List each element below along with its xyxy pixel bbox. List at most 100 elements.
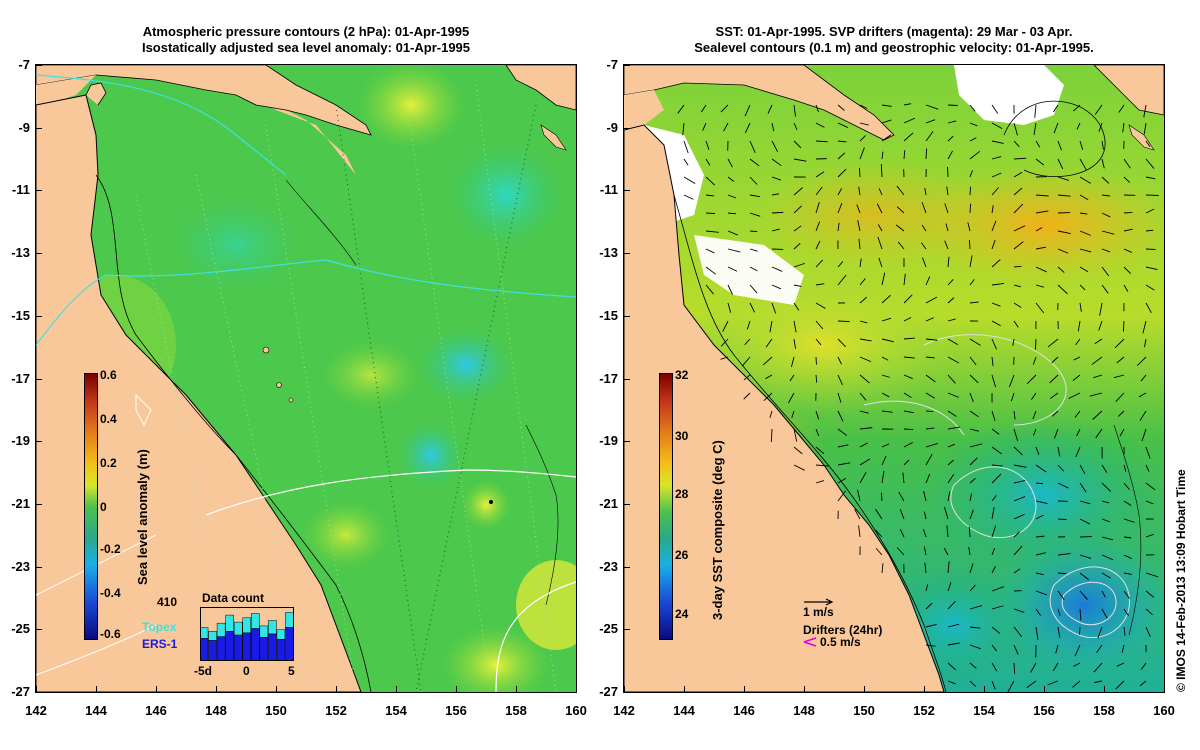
velocity-arrow (1136, 356, 1147, 366)
velocity-arrow (923, 546, 927, 556)
velocity-arrow (991, 626, 1001, 634)
velocity-arrow (991, 187, 999, 196)
velocity-arrow (1047, 338, 1059, 348)
velocity-arrow (903, 117, 916, 124)
velocity-arrow (815, 259, 823, 268)
velocity-arrow (1142, 320, 1147, 334)
velocity-arrow (1101, 500, 1110, 504)
velocity-arrow (1013, 284, 1021, 288)
velocity-arrow (1145, 229, 1154, 232)
velocity-arrow (1079, 176, 1091, 184)
velocity-arrow (771, 176, 781, 181)
velocity-arrow (1093, 662, 1103, 673)
velocity-arrow (1013, 626, 1023, 638)
velocity-arrow (1013, 480, 1026, 484)
velocity-arrow (969, 186, 972, 196)
velocity-arrow (925, 276, 931, 286)
velocity-arrow (947, 426, 961, 430)
velocity-arrow (881, 338, 895, 343)
velocity-arrow (1013, 241, 1024, 250)
velocity-arrow (1013, 302, 1022, 308)
velocity-arrow (859, 147, 865, 160)
velocity-arrow (837, 222, 840, 232)
velocity-arrow (925, 443, 938, 448)
velocity-arrow (677, 104, 685, 114)
left-colorbar-tick-4: -0.2 (100, 542, 121, 556)
inset-xtick-0: -5d (194, 664, 212, 678)
velocity-arrow (1101, 464, 1108, 473)
velocity-arrow (1123, 518, 1135, 523)
velocity-arrow (1079, 302, 1082, 312)
velocity-arrow (771, 158, 782, 167)
velocity-arrow (925, 584, 929, 592)
velocity-arrow (1035, 626, 1039, 640)
velocity-arrow (815, 104, 819, 113)
velocity-arrow (1098, 320, 1103, 331)
velocity-arrow (925, 602, 933, 610)
velocity-arrow (925, 624, 937, 628)
velocity-arrow (793, 225, 802, 232)
velocity-arrow (1033, 122, 1037, 136)
velocity-arrow (705, 158, 711, 166)
left-y-tick-label: -9 (18, 119, 30, 135)
velocity-arrow (1032, 356, 1037, 365)
velocity-arrow (837, 490, 846, 502)
velocity-arrow (1079, 248, 1092, 253)
velocity-arrow (947, 279, 954, 286)
velocity-arrow (877, 224, 883, 232)
velocity-arrow (1145, 284, 1155, 291)
velocity-arrow (837, 428, 848, 436)
velocity-arrow (947, 410, 957, 417)
velocity-arrow (903, 441, 914, 448)
velocity-arrow (815, 480, 825, 484)
velocity-arrow (1089, 392, 1103, 397)
velocity-arrow (947, 642, 960, 646)
velocity-arrow (856, 204, 861, 214)
velocity-arrow (878, 257, 883, 268)
velocity-arrow (969, 392, 974, 402)
left-x-tick-mark (276, 686, 277, 692)
velocity-arrow (788, 392, 795, 404)
velocity-arrow (1123, 572, 1133, 575)
velocity-arrow (749, 266, 758, 272)
right-colorbar-tick-0: 32 (675, 368, 689, 382)
velocity-arrow (969, 428, 979, 432)
right-x-tick-mark (684, 686, 685, 692)
velocity-arrow (1013, 265, 1022, 268)
velocity-arrow (969, 644, 982, 650)
velocity-arrow (1079, 608, 1082, 621)
velocity-arrow (859, 122, 869, 126)
velocity-arrow (969, 626, 981, 629)
velocity-arrow (858, 525, 861, 538)
velocity-arrow (991, 464, 1003, 467)
velocity-arrow (991, 282, 1005, 286)
velocity-arrow (859, 392, 867, 401)
inset-bar-ers (225, 631, 234, 661)
velocity-arrow (837, 168, 847, 178)
right-y-tick-mark (624, 315, 630, 317)
velocity-arrow (991, 680, 996, 690)
velocity-arrow (859, 167, 861, 178)
velocity-arrow (944, 203, 949, 214)
velocity-arrow (1122, 320, 1125, 332)
velocity-arrow (858, 186, 861, 196)
inset-bar-ers (259, 636, 269, 661)
velocity-arrow (793, 464, 805, 471)
velocity-arrow (968, 546, 971, 556)
velocity-arrow (1115, 392, 1125, 402)
velocity-arrow (815, 446, 825, 455)
velocity-arrow (771, 211, 784, 214)
velocity-arrow (881, 392, 890, 398)
velocity-arrow (1035, 158, 1045, 166)
left-y-tick-mark (36, 629, 42, 631)
right-y-tick-mark (624, 190, 630, 192)
velocity-arrow (877, 236, 883, 250)
velocity-arrow (837, 320, 850, 322)
right-x-tick-mark (624, 686, 625, 692)
velocity-arrow (924, 187, 927, 196)
velocity-arrow (1053, 428, 1059, 439)
velocity-arrow (1013, 513, 1025, 520)
velocity-arrow (837, 202, 843, 214)
velocity-arrow (793, 242, 801, 250)
velocity-arrow (969, 680, 977, 687)
